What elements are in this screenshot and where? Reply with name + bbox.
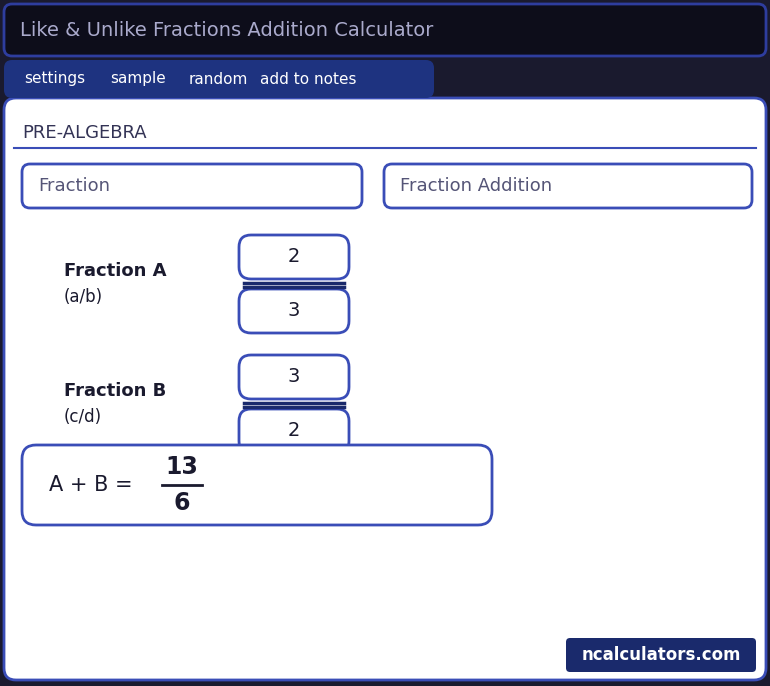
Text: Fraction B: Fraction B — [64, 382, 166, 400]
FancyBboxPatch shape — [239, 409, 349, 453]
FancyBboxPatch shape — [239, 355, 349, 399]
Text: settings: settings — [25, 71, 85, 86]
FancyBboxPatch shape — [384, 164, 752, 208]
Text: ncalculators.com: ncalculators.com — [581, 646, 741, 664]
Text: Fraction Addition: Fraction Addition — [400, 177, 552, 195]
FancyBboxPatch shape — [4, 60, 434, 98]
Text: PRE-ALGEBRA: PRE-ALGEBRA — [22, 124, 146, 142]
Text: Fraction: Fraction — [38, 177, 110, 195]
FancyBboxPatch shape — [239, 235, 349, 279]
Text: 6: 6 — [174, 491, 190, 515]
FancyBboxPatch shape — [22, 164, 362, 208]
Text: 3: 3 — [288, 302, 300, 320]
Text: add to notes: add to notes — [259, 71, 357, 86]
Text: sample: sample — [110, 71, 166, 86]
Text: Fraction A: Fraction A — [64, 262, 166, 280]
FancyBboxPatch shape — [566, 638, 756, 672]
FancyBboxPatch shape — [239, 289, 349, 333]
Text: (c/d): (c/d) — [64, 408, 102, 426]
Text: Like & Unlike Fractions Addition Calculator: Like & Unlike Fractions Addition Calcula… — [20, 21, 434, 40]
Text: 13: 13 — [166, 455, 199, 479]
Text: (a/b): (a/b) — [64, 288, 103, 306]
Text: 2: 2 — [288, 421, 300, 440]
FancyBboxPatch shape — [4, 98, 766, 680]
Text: A + B =: A + B = — [49, 475, 139, 495]
Text: 3: 3 — [288, 368, 300, 386]
FancyBboxPatch shape — [4, 4, 766, 56]
Text: 2: 2 — [288, 248, 300, 266]
FancyBboxPatch shape — [22, 445, 492, 525]
Text: random: random — [189, 71, 248, 86]
